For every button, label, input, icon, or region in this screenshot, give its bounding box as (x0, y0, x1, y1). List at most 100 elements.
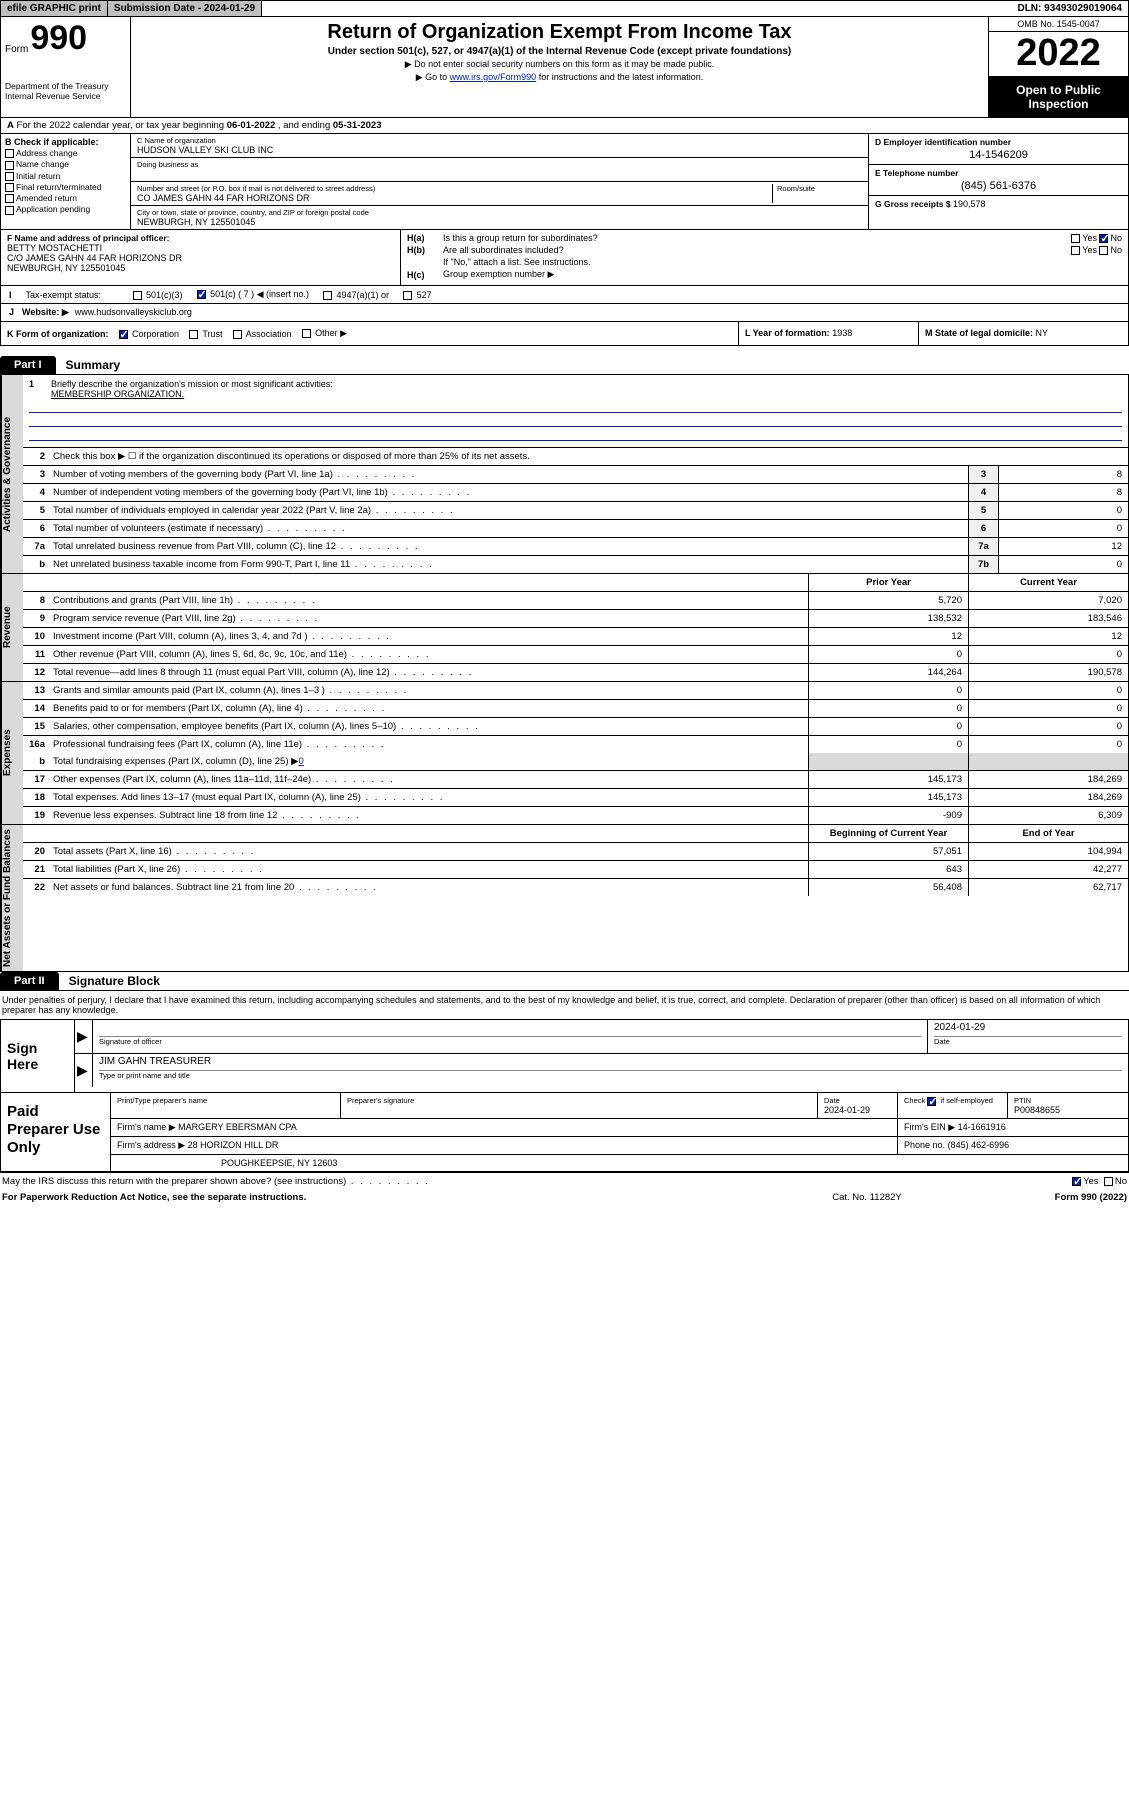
officer-name: BETTY MOSTACHETTI (7, 243, 394, 253)
row-tax-status: I Tax-exempt status: 501(c)(3) 501(c) ( … (0, 286, 1129, 304)
governance-block: Activities & Governance 1Briefly describ… (0, 374, 1129, 574)
chk-application-pending[interactable]: Application pending (5, 204, 126, 214)
chk-amended-return[interactable]: Amended return (5, 193, 126, 203)
gov-line: 7a Total unrelated business revenue from… (23, 538, 1128, 556)
gov-value: 8 (998, 466, 1128, 483)
rev-line: 8 Contributions and grants (Part VIII, l… (23, 592, 1128, 610)
goto-note: Go to www.irs.gov/Form990 for instructio… (139, 72, 980, 83)
row-website: J Website: ▶ www.hudsonvalleyskiclub.org (0, 304, 1129, 322)
officer-title: JIM GAHN TREASURER (99, 1056, 1122, 1070)
tax-year: 2022 (989, 32, 1128, 77)
sig-arrow-icon: ▶ (75, 1020, 93, 1053)
section-bcde: B Check if applicable: Address change Na… (0, 134, 1129, 230)
mission-block: 1Briefly describe the organization's mis… (23, 375, 1128, 448)
discuss-no[interactable] (1104, 1177, 1113, 1186)
prep-phone: (845) 462-6996 (948, 1140, 1010, 1150)
gov-line: b Net unrelated business taxable income … (23, 556, 1128, 573)
hb-no[interactable] (1099, 246, 1108, 255)
curr-value: 0 (968, 646, 1128, 663)
org-name: HUDSON VALLEY SKI CLUB INC (137, 145, 862, 155)
gov-line: 5 Total number of individuals employed i… (23, 502, 1128, 520)
sig-date: 2024-01-29 (934, 1022, 1122, 1036)
col-de: D Employer identification number 14-1546… (868, 134, 1128, 229)
omb-number: OMB No. 1545-0047 (989, 17, 1128, 32)
exp-line: 14 Benefits paid to or for members (Part… (23, 700, 1128, 718)
chk-trust[interactable] (189, 330, 198, 339)
org-city: NEWBURGH, NY 125501045 (137, 217, 862, 227)
gov-line: 3 Number of voting members of the govern… (23, 466, 1128, 484)
row-a-tax-year: A For the 2022 calendar year, or tax yea… (0, 118, 1129, 134)
org-street: CO JAMES GAHN 44 FAR HORIZONS DR (137, 193, 772, 203)
revenue-block: Revenue Prior YearCurrent Year 8 Contrib… (0, 574, 1129, 682)
form-header: Form 990 Department of the Treasury Inte… (0, 17, 1129, 118)
expenses-block: Expenses 13 Grants and similar amounts p… (0, 682, 1129, 825)
vtab-netassets: Net Assets or Fund Balances (1, 825, 23, 971)
chk-4947[interactable] (323, 291, 332, 300)
prior-value: 12 (808, 628, 968, 645)
mission-text: MEMBERSHIP ORGANIZATION. (29, 389, 184, 399)
fundraising-exp: 0 (298, 756, 303, 767)
chk-self-employed[interactable] (927, 1097, 936, 1106)
hb-yes[interactable] (1071, 246, 1080, 255)
website-url: www.hudsonvalleyskiclub.org (69, 304, 198, 321)
rev-line: 12 Total revenue—add lines 8 through 11 … (23, 664, 1128, 681)
chk-501c[interactable] (197, 290, 206, 299)
ssn-note: Do not enter social security numbers on … (139, 59, 980, 70)
ha-no[interactable] (1099, 234, 1108, 243)
prior-value: 138,532 (808, 610, 968, 627)
exp-line: 17 Other expenses (Part IX, column (A), … (23, 771, 1128, 789)
exp-line: 19 Revenue less expenses. Subtract line … (23, 807, 1128, 824)
ha-yes[interactable] (1071, 234, 1080, 243)
ptin: P00848655 (1014, 1105, 1060, 1115)
dln-label: DLN: 93493029019064 (1011, 1, 1128, 16)
discuss-yes[interactable] (1072, 1177, 1081, 1186)
curr-value: 12 (968, 628, 1128, 645)
gov-value: 0 (998, 502, 1128, 519)
submission-date-button[interactable]: Submission Date - 2024-01-29 (108, 1, 262, 16)
chk-address-change[interactable]: Address change (5, 148, 126, 158)
gov-value: 8 (998, 484, 1128, 501)
sig-arrow-icon-2: ▶ (75, 1054, 93, 1087)
firm-name: MARGERY EBERSMAN CPA (178, 1122, 297, 1132)
chk-501c3[interactable] (133, 291, 142, 300)
irs-discuss-row: May the IRS discuss this return with the… (0, 1172, 1129, 1190)
vtab-revenue: Revenue (1, 574, 23, 681)
na-line: 20 Total assets (Part X, line 16) 57,051… (23, 843, 1128, 861)
curr-value: 7,020 (968, 592, 1128, 609)
chk-final-return[interactable]: Final return/terminated (5, 182, 126, 192)
gov-line: 6 Total number of volunteers (estimate i… (23, 520, 1128, 538)
na-line: 22 Net assets or fund balances. Subtract… (23, 879, 1128, 896)
header-left: Form 990 Department of the Treasury Inte… (1, 17, 131, 117)
efile-print-button[interactable]: efile GRAPHIC print (1, 1, 108, 16)
chk-527[interactable] (403, 291, 412, 300)
form-subtitle: Under section 501(c), 527, or 4947(a)(1)… (139, 46, 980, 57)
dept-treasury: Department of the Treasury Internal Reve… (5, 81, 126, 101)
chk-other[interactable] (302, 329, 311, 338)
firm-ein: 14-1661916 (958, 1122, 1006, 1132)
page-footer: For Paperwork Reduction Act Notice, see … (0, 1190, 1129, 1205)
phone-value: (845) 561-6376 (875, 180, 1122, 192)
top-bar: efile GRAPHIC print Submission Date - 20… (0, 0, 1129, 17)
chk-name-change[interactable]: Name change (5, 159, 126, 169)
curr-value: 190,578 (968, 664, 1128, 681)
chk-corporation[interactable] (119, 330, 128, 339)
vtab-governance: Activities & Governance (1, 375, 23, 573)
part2-header: Part II Signature Block (0, 972, 1129, 990)
chk-initial-return[interactable]: Initial return (5, 171, 126, 181)
exp-line: 13 Grants and similar amounts paid (Part… (23, 682, 1128, 700)
state-domicile: NY (1036, 328, 1049, 338)
room-suite-label: Room/suite (772, 184, 862, 203)
rev-line: 9 Program service revenue (Part VIII, li… (23, 610, 1128, 628)
exp-line: 16a Professional fundraising fees (Part … (23, 736, 1128, 753)
col-f-officer: F Name and address of principal officer:… (1, 230, 401, 285)
firm-addr2: POUGHKEEPSIE, NY 12603 (111, 1155, 1128, 1171)
irs-link[interactable]: www.irs.gov/Form990 (450, 72, 537, 82)
chk-association[interactable] (233, 330, 242, 339)
form-number: 990 (30, 21, 87, 55)
rev-line: 10 Investment income (Part VIII, column … (23, 628, 1128, 646)
section-fh: F Name and address of principal officer:… (0, 230, 1129, 286)
prior-value: 5,720 (808, 592, 968, 609)
col-h: H(a)Is this a group return for subordina… (401, 230, 1128, 285)
gov-value: 12 (998, 538, 1128, 555)
rev-line: 11 Other revenue (Part VIII, column (A),… (23, 646, 1128, 664)
